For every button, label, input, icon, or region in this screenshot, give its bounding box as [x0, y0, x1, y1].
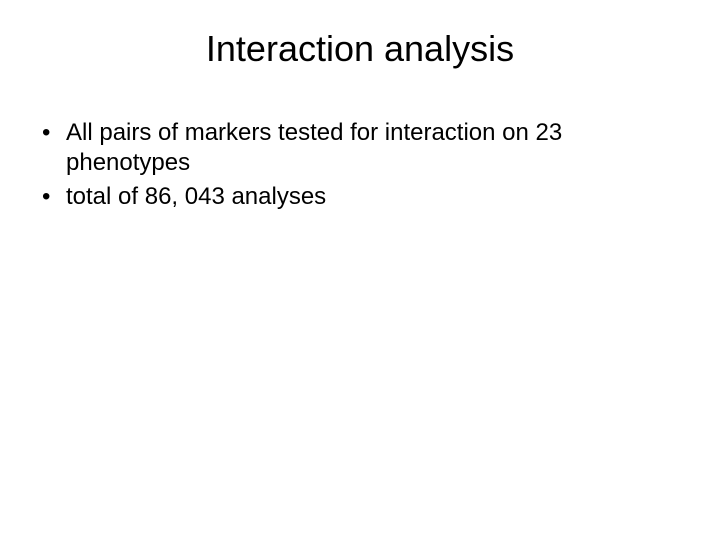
bullet-list: All pairs of markers tested for interact… [36, 118, 684, 212]
list-item: total of 86, 043 analyses [36, 182, 684, 212]
slide-title: Interaction analysis [36, 28, 684, 70]
slide: Interaction analysis All pairs of marker… [0, 0, 720, 540]
list-item: All pairs of markers tested for interact… [36, 118, 684, 178]
